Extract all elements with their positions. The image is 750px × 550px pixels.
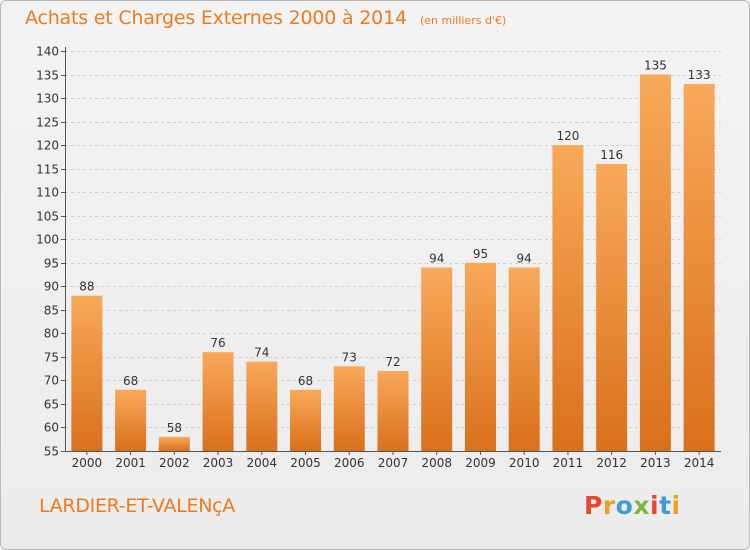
bar	[333, 366, 365, 451]
data-label: 74	[254, 346, 269, 360]
x-tick-label: 2011	[553, 456, 584, 470]
x-tick-label: 2000	[72, 456, 103, 470]
y-tick-label: 95	[44, 257, 59, 271]
logo-letter: i	[650, 491, 660, 520]
y-tick-label: 100	[36, 233, 59, 247]
y-tick-label: 55	[44, 445, 59, 459]
data-label: 95	[473, 247, 488, 261]
x-tick-label: 2008	[421, 456, 452, 470]
y-tick-label: 110	[36, 186, 59, 200]
y-tick-label: 120	[36, 139, 59, 153]
chart-subtitle: (en milliers d'€)	[419, 14, 507, 27]
data-label: 73	[342, 350, 357, 364]
y-tick-label: 115	[36, 163, 59, 177]
bar	[115, 389, 147, 451]
y-tick-label: 140	[36, 45, 59, 59]
logo-letter: t	[659, 491, 672, 520]
logo-letter: P	[584, 491, 603, 520]
data-label: 135	[644, 59, 667, 73]
y-tick-label: 85	[44, 304, 59, 318]
data-label: 58	[167, 421, 182, 435]
y-tick-label: 90	[44, 280, 59, 294]
data-label: 94	[429, 251, 444, 265]
x-tick-label: 2001	[115, 456, 146, 470]
bar	[552, 145, 584, 451]
data-label: 94	[517, 251, 532, 265]
data-label: 120	[556, 129, 579, 143]
y-tick-label: 80	[44, 327, 59, 341]
y-tick-label: 70	[44, 374, 59, 388]
bar	[639, 74, 671, 451]
y-tick-label: 135	[36, 69, 59, 83]
x-tick-label: 2013	[640, 456, 671, 470]
x-tick-label: 2004	[247, 456, 278, 470]
data-label: 76	[210, 336, 225, 350]
bar	[290, 389, 322, 451]
chart-title-row: Achats et Charges Externes 2000 à 2014 (…	[25, 7, 506, 29]
x-tick-label: 2012	[596, 456, 627, 470]
chart-title: Achats et Charges Externes 2000 à 2014	[25, 7, 407, 29]
x-tick-label: 2003	[203, 456, 234, 470]
bar	[202, 352, 234, 451]
logo-letter: r	[602, 491, 616, 520]
x-tick-label: 2007	[378, 456, 409, 470]
proxiti-logo[interactable]: Proxiti	[584, 491, 681, 520]
data-label: 133	[688, 68, 711, 82]
logo-letter: o	[615, 491, 634, 520]
bar	[508, 267, 540, 451]
data-label: 88	[79, 280, 94, 294]
axes: 55 60 65 70 75 80 85 90 95 100 105 110 115 120 125 130 1…	[36, 45, 721, 470]
bar	[421, 267, 453, 451]
x-tick-label: 2002	[159, 456, 190, 470]
bar	[464, 262, 496, 451]
y-tick-label: 75	[44, 351, 59, 365]
y-tick-label: 60	[44, 421, 59, 435]
y-tick-label: 65	[44, 398, 59, 412]
y-tick-label: 130	[36, 92, 59, 106]
x-tick-label: 2009	[465, 456, 496, 470]
bar	[246, 361, 278, 451]
bar	[596, 163, 628, 452]
x-tick-label: 2010	[509, 456, 540, 470]
data-label: 68	[298, 374, 313, 388]
x-tick-label: 2005	[290, 456, 321, 470]
bars: 88 68 58 76 74 68 73 72 94 95 94 120 116 135 133	[71, 59, 715, 452]
x-tick-label: 2006	[334, 456, 365, 470]
logo-letter: x	[633, 491, 650, 520]
bar	[377, 371, 409, 451]
y-tick-label: 125	[36, 116, 59, 130]
data-label: 72	[385, 355, 400, 369]
logo-letter: i	[671, 491, 681, 520]
data-label: 68	[123, 374, 138, 388]
x-tick-label: 2014	[684, 456, 715, 470]
data-label: 116	[600, 148, 623, 162]
commune-name: LARDIER-ET-VALENçA	[39, 495, 235, 517]
bar	[158, 436, 190, 451]
bar	[71, 295, 103, 451]
y-tick-label: 105	[36, 210, 59, 224]
bar	[683, 83, 715, 452]
